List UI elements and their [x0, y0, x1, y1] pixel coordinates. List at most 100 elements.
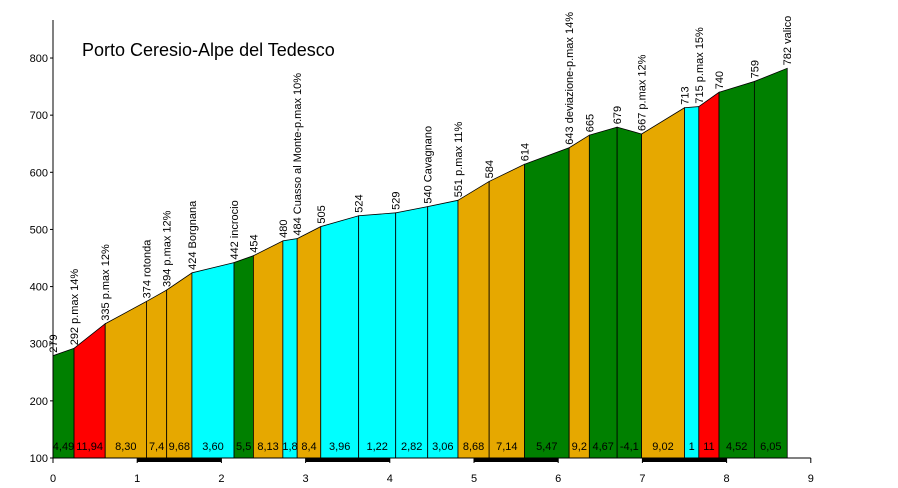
segment-25	[753, 67, 788, 459]
segment-label-2: 11,94	[76, 441, 103, 453]
segment-7	[233, 255, 254, 459]
segment-24	[718, 80, 755, 459]
segment-5	[166, 272, 193, 459]
point-label-3: 335 p.max 12%	[100, 244, 112, 321]
segment-16	[488, 163, 525, 459]
segment-22	[684, 106, 700, 459]
x-tick-label-1: 1	[134, 473, 140, 485]
profile-segments	[52, 67, 788, 459]
segment-label-11: 3,96	[329, 441, 350, 453]
point-label-25: 759	[749, 60, 761, 78]
segment-label-4: 7,4	[149, 441, 164, 453]
point-label-11: 505	[316, 205, 328, 223]
chart-title: Porto Ceresio-Alpe del Tedesco	[82, 40, 335, 60]
segment-17	[524, 147, 570, 459]
segment-label-12: 1,22	[366, 441, 387, 453]
y-tick-label-200: 200	[30, 396, 48, 408]
y-tick-label-400: 400	[30, 282, 48, 294]
segment-label-13: 2,82	[401, 441, 422, 453]
point-label-1: 279	[48, 334, 60, 352]
segment-label-9: 1,8	[282, 441, 297, 453]
point-label-16: 584	[484, 160, 496, 178]
x-tick-label-4: 4	[387, 473, 393, 485]
segment-label-3: 8,30	[115, 441, 136, 453]
segment-9	[282, 238, 298, 459]
point-label-20: 679	[612, 106, 624, 124]
point-label-14: 540 Cavagnano	[423, 126, 435, 204]
segment-label-20: -4,1	[620, 441, 639, 453]
x-tick-label-6: 6	[555, 473, 561, 485]
segment-15	[457, 180, 490, 459]
point-labels: 279 292 p.max 14% 335 p.max 12% 374 rotonda…	[48, 12, 794, 353]
point-label-7: 442 incrocio	[229, 200, 241, 259]
point-label-12: 524	[354, 194, 366, 212]
segment-label-10: 8,4	[301, 441, 316, 453]
y-tick-label-700: 700	[30, 110, 48, 122]
segment-21	[641, 107, 685, 459]
segment-8	[252, 240, 284, 459]
point-label-15: 551 p.max 11%	[453, 121, 465, 197]
km-band-1	[137, 458, 222, 462]
segment-11	[320, 215, 360, 459]
km-band-7	[642, 458, 727, 462]
y-tick-label-100: 100	[30, 453, 48, 465]
x-tick-label-2: 2	[218, 473, 224, 485]
point-label-4: 374 rotonda	[142, 239, 154, 299]
point-label-23: 715 p.max 15%	[694, 27, 706, 104]
segment-label-23: 11	[703, 441, 714, 453]
segment-3	[104, 300, 147, 459]
point-label-18: 643 deviazione-p.max 14%	[564, 12, 576, 145]
point-label-5: 394 p.max 12%	[162, 210, 174, 287]
y-tick-label-500: 500	[30, 224, 48, 236]
axes: 100 200 300 400 500 600 700 800 0 1 2 3 4 5 6 7 8 9	[30, 20, 814, 485]
segment-label-24: 4,52	[726, 441, 747, 453]
segment-label-14: 3,06	[432, 441, 453, 453]
segment-20	[616, 126, 642, 459]
y-tick-label-600: 600	[30, 167, 48, 179]
point-label-10: 484 Cuasso al Monte-p.max 10%	[292, 73, 304, 236]
y-tick-label-800: 800	[30, 53, 48, 65]
segment-label-21: 9,02	[652, 441, 673, 453]
segment-6	[191, 262, 235, 459]
segment-label-7: 5,5	[236, 441, 251, 453]
km-band-5	[474, 458, 559, 462]
y-tick-label-300: 300	[30, 339, 48, 351]
segment-19	[588, 126, 618, 459]
point-label-6: 424 Borgnana	[187, 200, 199, 270]
x-tick-label-3: 3	[303, 473, 309, 485]
x-tick-label-8: 8	[724, 473, 730, 485]
segment-label-1: 4,49	[53, 441, 74, 453]
segment-13	[395, 206, 429, 459]
segment-label-6: 3,60	[202, 441, 223, 453]
segment-label-18: 9,2	[572, 441, 587, 453]
point-label-24: 740	[714, 71, 726, 89]
segment-label-5: 9,68	[169, 441, 190, 453]
point-label-8: 454	[248, 234, 260, 252]
segment-gradient-labels: 4,49 11,94 8,30 7,4 9,68 3,60 5,5 8,13 1,8 8,4 3,9…	[53, 441, 782, 453]
segment-label-15: 8,68	[463, 441, 484, 453]
x-tick-label-7: 7	[639, 473, 645, 485]
point-label-19: 665	[584, 114, 596, 132]
segment-23	[698, 91, 720, 459]
segment-label-16: 7,14	[496, 441, 517, 453]
segment-label-19: 4,67	[592, 441, 613, 453]
segment-label-25: 6,05	[760, 441, 781, 453]
segment-10	[296, 225, 322, 459]
point-label-13: 529	[391, 192, 403, 210]
segment-12	[358, 212, 397, 459]
segment-4	[146, 289, 168, 459]
point-label-17: 614	[520, 143, 532, 161]
segment-label-17: 5,47	[536, 441, 557, 453]
segment-14	[427, 199, 459, 459]
x-tick-label-0: 0	[50, 473, 56, 485]
km-band-3	[305, 458, 390, 462]
segment-label-22: 1	[689, 441, 695, 453]
point-label-26: 782 valico	[782, 16, 794, 66]
point-label-9: 480	[278, 220, 290, 238]
point-label-21: 667 p.max 12%	[637, 54, 649, 131]
segment-18	[568, 134, 590, 459]
point-label-22: 713	[680, 86, 692, 104]
x-tick-label-5: 5	[471, 473, 477, 485]
point-label-2: 292 p.max 14%	[69, 269, 81, 346]
